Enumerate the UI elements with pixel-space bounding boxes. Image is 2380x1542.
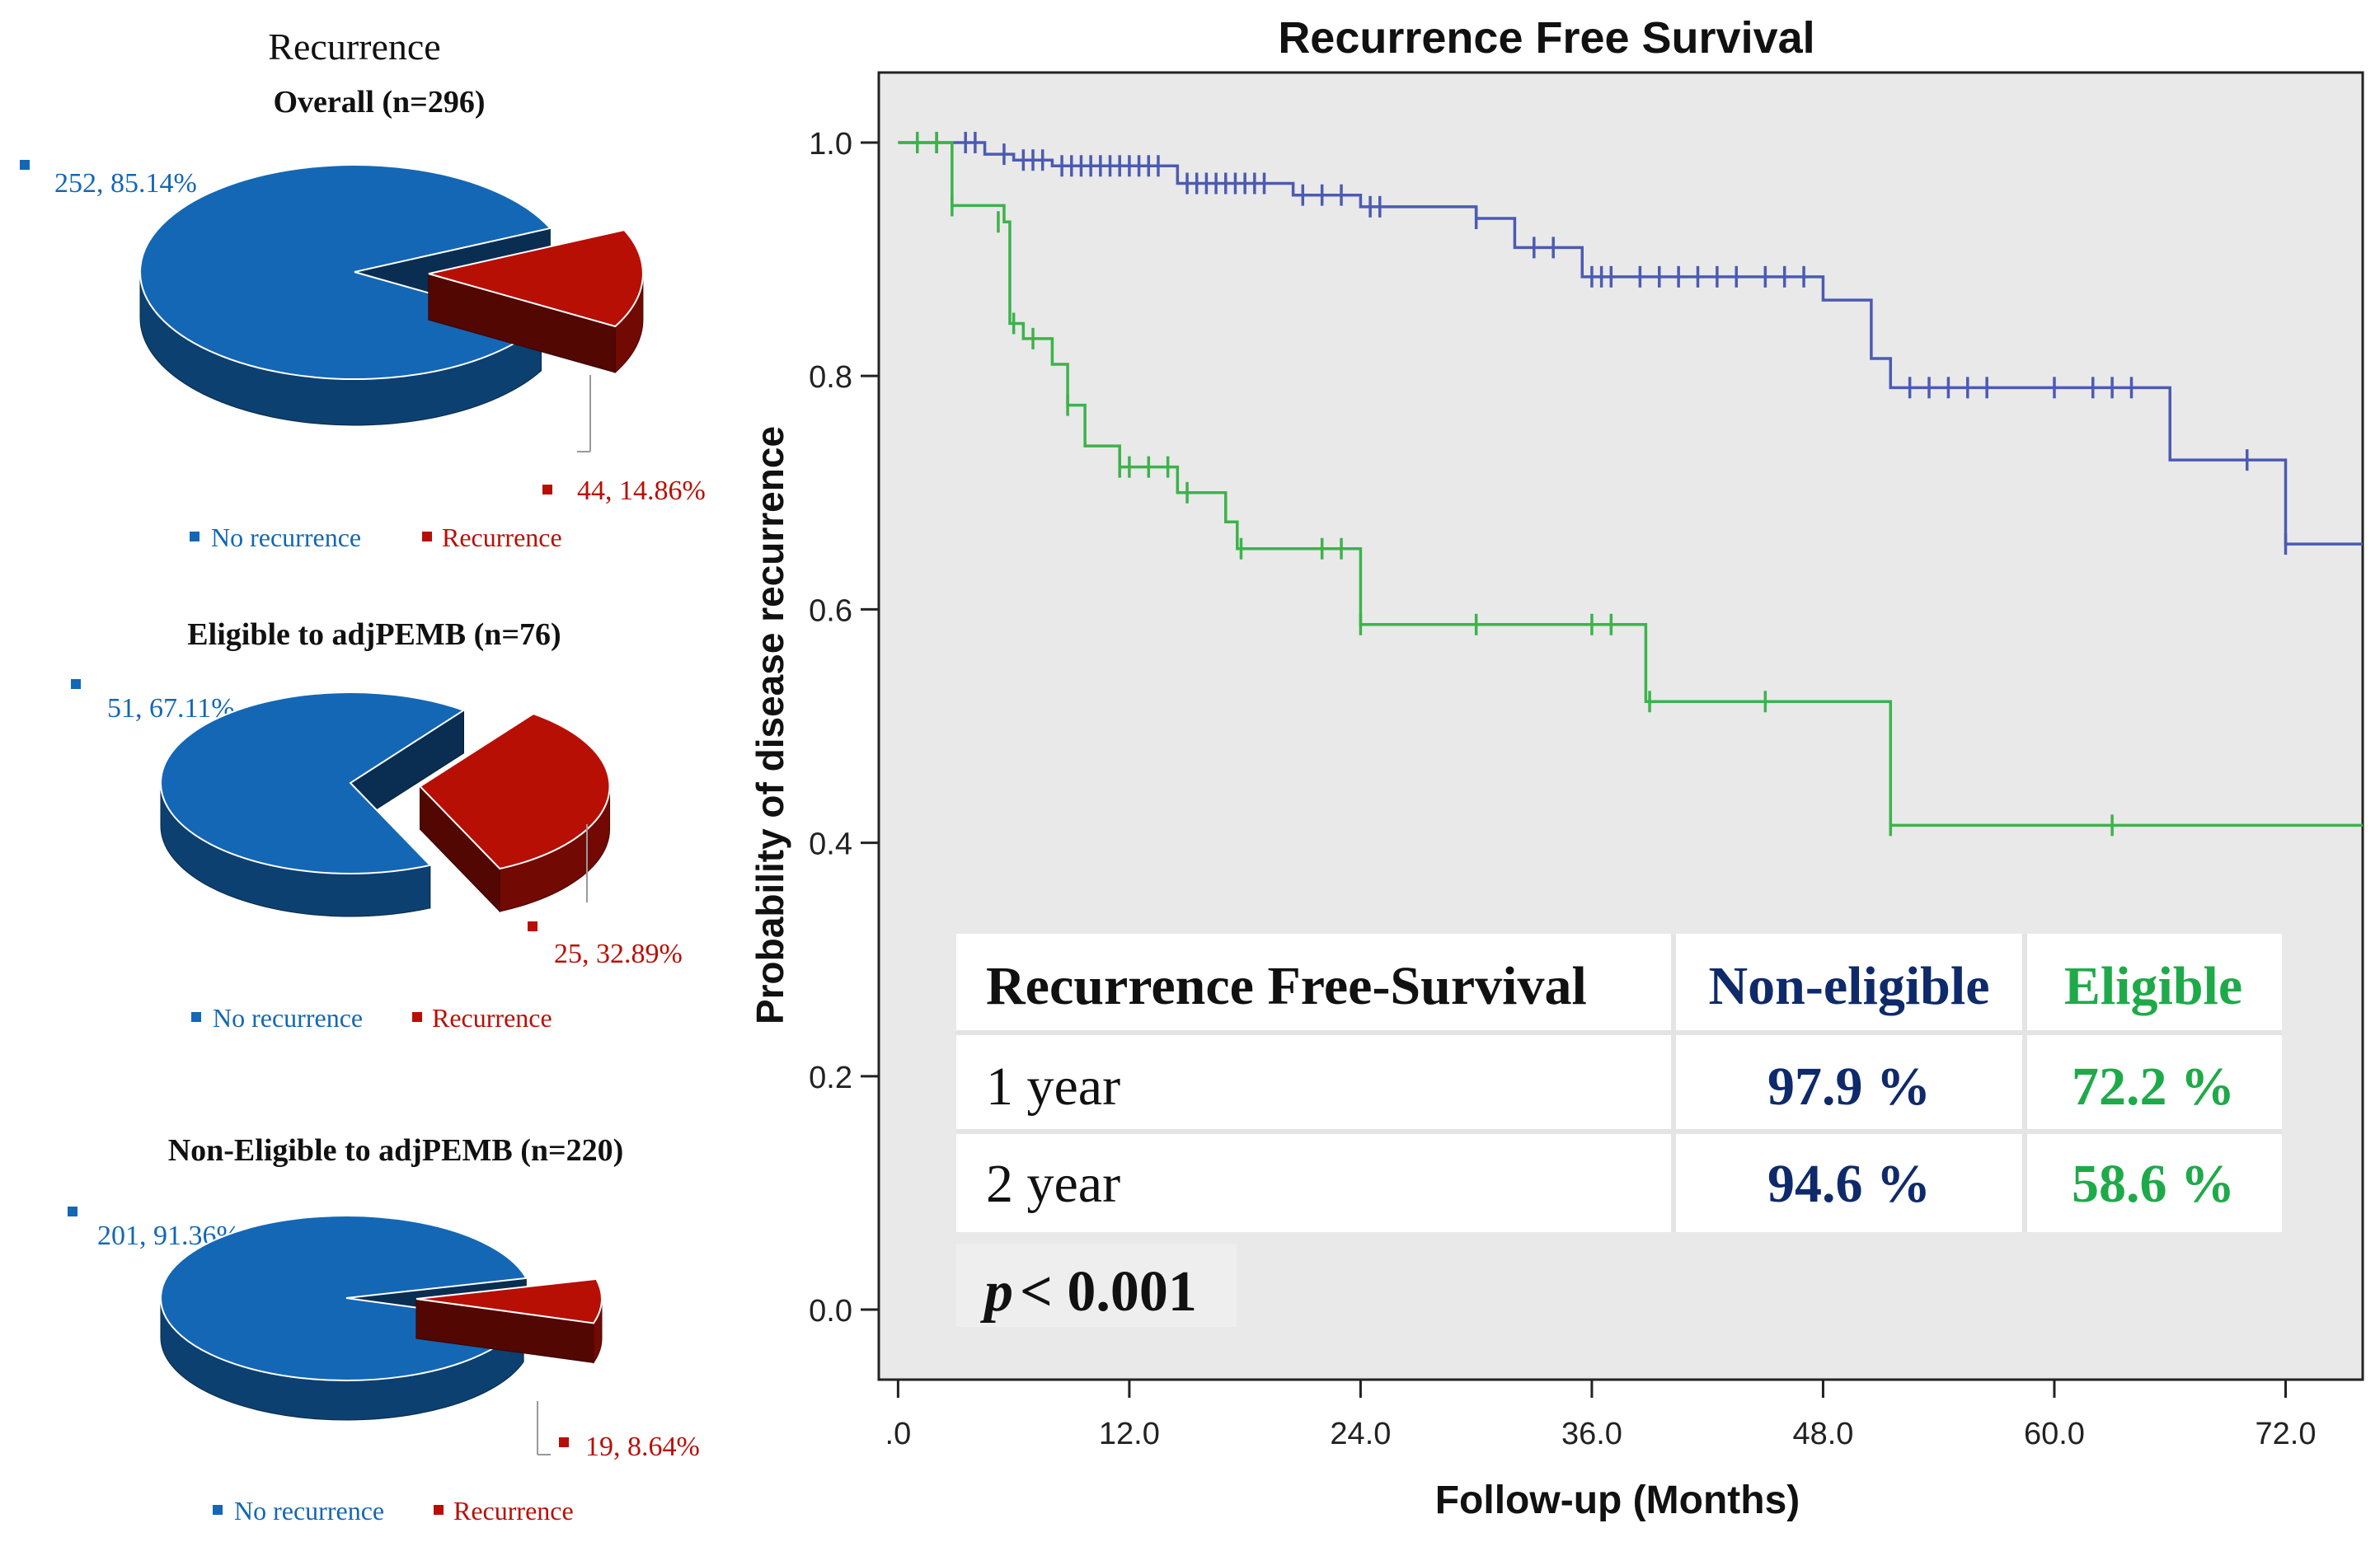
rfs-table-header-label: Recurrence Free-Survival (986, 956, 1587, 1016)
pie-overall: Overall (n=296) 252, 85.14% 44, 14.86% N… (20, 85, 706, 552)
pie-eligible-slice-no-recurrence (160, 691, 466, 917)
pie-panel: Recurrence Overall (n=296) 252, 85.14% 4… (20, 26, 706, 1526)
pie-eligible-no-label: 51, 67.11% (107, 693, 235, 724)
pie-eligible-no-marker (71, 679, 81, 689)
p-value: p < 0.001 (956, 1244, 1237, 1327)
rfs-table-row2-label: 2 year (986, 1154, 1120, 1214)
pie-noneligible-legend-no: No recurrence (234, 1496, 384, 1526)
x-tick-label: 36.0 (1561, 1417, 1622, 1451)
p-value-text: p < 0.001 (980, 1260, 1197, 1324)
pie-noneligible-slices (160, 1214, 603, 1421)
pie-eligible-legend-no-swatch (191, 1012, 201, 1022)
y-tick-label: 0.2 (809, 1061, 852, 1095)
rfs-table-row1-noneligible: 97.9 % (1767, 1057, 1931, 1117)
rfs-table: Recurrence Free-Survival Non-eligible El… (956, 934, 2282, 1232)
pie-noneligible-slice-recurrence (415, 1277, 603, 1365)
km-step-line (898, 141, 2363, 546)
y-tick-label: 0.8 (809, 360, 852, 395)
rfs-table-row2-noneligible: 94.6 % (1767, 1154, 1931, 1214)
x-tick-label: 72.0 (2256, 1417, 2317, 1451)
slice-top (415, 1277, 603, 1324)
km-series (898, 131, 2363, 837)
pie-eligible-rec-marker (528, 921, 537, 931)
km-chart: Recurrence Free Survival 0.0 0.2 0.4 0.6 0.8… (749, 13, 2364, 1522)
km-series-non-eligible (898, 131, 2363, 555)
rfs-table-row1-eligible: 72.2 % (2072, 1057, 2235, 1117)
pie-overall-legend-rec: Recurrence (442, 523, 562, 552)
pie-noneligible-rec-marker (559, 1437, 569, 1447)
slice-top (160, 691, 466, 874)
pie-overall-slice-recurrence (428, 228, 644, 374)
y-tick-label: 0.4 (809, 827, 852, 862)
pie-noneligible-title: Non-Eligible to adjPEMB (n=220) (168, 1133, 624, 1168)
km-series-eligible (898, 131, 2363, 837)
pie-noneligible-no-marker (68, 1207, 77, 1216)
slice-top (418, 712, 611, 870)
pie-eligible-rec-label: 25, 32.89% (554, 939, 683, 969)
y-tick-label: 1.0 (809, 127, 852, 162)
km-x-label: Follow-up (Months) (1435, 1479, 1800, 1522)
y-tick-label: 0.6 (809, 593, 852, 628)
pie-eligible-legend-rec: Recurrence (432, 1003, 552, 1033)
y-tick-label: 0.0 (809, 1294, 852, 1329)
pie-overall-rec-marker (542, 485, 552, 494)
pie-overall-title: Overall (n=296) (273, 85, 485, 120)
km-x-axis: .0 12.0 24.0 36.0 48.0 60.0 72.0 (885, 1380, 2317, 1451)
pie-eligible-legend-rec-swatch (412, 1012, 422, 1022)
km-y-axis: 0.0 0.2 0.4 0.6 0.8 1.0 (809, 127, 879, 1329)
pie-eligible-legend-no: No recurrence (213, 1003, 363, 1033)
pie-eligible-slices (160, 691, 611, 917)
pie-noneligible: Non-Eligible to adjPEMB (n=220) 201, 91.… (68, 1133, 700, 1526)
pie-overall-legend-rec-swatch (422, 532, 432, 541)
pie-noneligible-rec-label: 19, 8.64% (585, 1432, 700, 1462)
pie-overall-slices (139, 164, 644, 426)
p-value-symbol: p (980, 1260, 1013, 1324)
pie-eligible-title: Eligible to adjPEMB (n=76) (187, 617, 561, 652)
km-title: Recurrence Free Survival (1278, 13, 1814, 63)
x-tick-label: .0 (885, 1417, 912, 1451)
pie-overall-no-label: 252, 85.14% (54, 168, 197, 199)
pie-noneligible-legend-rec-swatch (434, 1505, 444, 1515)
x-tick-label: 24.0 (1330, 1417, 1391, 1451)
rfs-table-header-noneligible: Non-eligible (1709, 956, 1990, 1016)
pie-eligible: Eligible to adjPEMB (n=76) 51, 67.11% 25… (71, 617, 683, 1033)
rfs-table-bg (956, 934, 2282, 1232)
rfs-table-row1-label: 1 year (986, 1057, 1120, 1117)
p-value-bg (956, 1244, 1237, 1327)
x-tick-label: 12.0 (1099, 1417, 1160, 1451)
p-value-value: < 0.001 (1020, 1260, 1197, 1324)
pie-overall-rec-label: 44, 14.86% (577, 476, 706, 506)
pie-noneligible-legend-rec: Recurrence (453, 1496, 574, 1526)
pie-panel-header: Recurrence (268, 26, 440, 68)
km-step-line (898, 141, 2363, 827)
x-tick-label: 60.0 (2024, 1417, 2085, 1451)
pie-overall-legend-no-swatch (190, 532, 200, 541)
x-tick-label: 48.0 (1792, 1417, 1853, 1451)
slice-top (428, 228, 644, 328)
pie-eligible-slice-recurrence (418, 712, 611, 913)
pie-noneligible-legend-no-swatch (213, 1505, 223, 1515)
pie-overall-legend-no: No recurrence (211, 523, 361, 552)
rfs-table-row2-eligible: 58.6 % (2072, 1154, 2235, 1214)
rfs-table-header-eligible: Eligible (2064, 956, 2242, 1016)
pie-overall-no-marker (20, 160, 30, 170)
km-y-label: Probability of disease recurrence (749, 426, 791, 1024)
